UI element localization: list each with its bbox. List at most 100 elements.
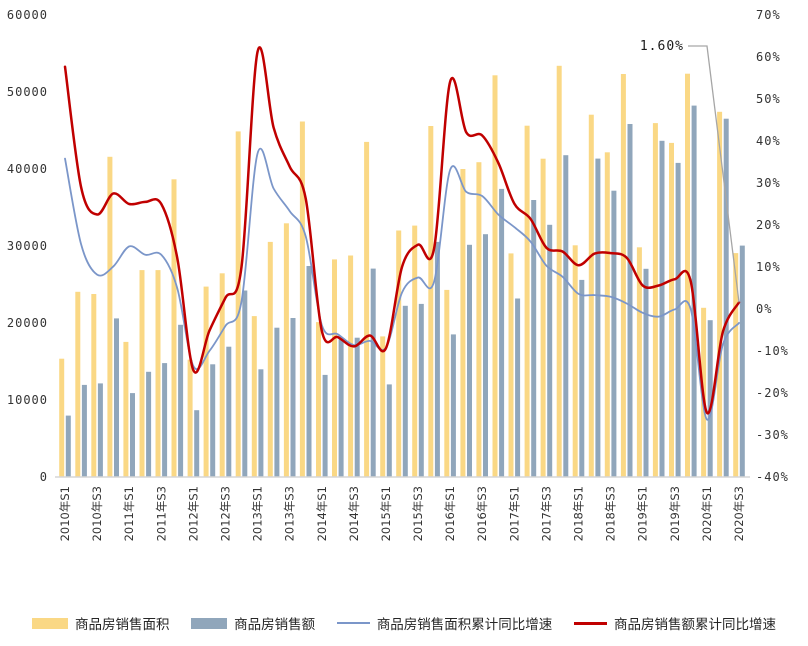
bar bbox=[210, 364, 216, 477]
svg-text:-20%: -20% bbox=[756, 386, 789, 400]
bar bbox=[396, 230, 402, 477]
svg-text:-40%: -40% bbox=[756, 470, 789, 484]
bar bbox=[65, 415, 71, 477]
bar bbox=[380, 336, 386, 477]
chart-canvas: 60000 50000 40000 30000 20000 10000 0 70% 60% 50%… bbox=[7, 8, 789, 541]
bar bbox=[283, 223, 289, 477]
bar bbox=[717, 111, 723, 478]
svg-text:2019年S3: 2019年S3 bbox=[668, 486, 682, 541]
svg-text:2014年S1: 2014年S1 bbox=[315, 486, 329, 541]
bar bbox=[627, 124, 633, 477]
bar bbox=[178, 324, 184, 477]
bar bbox=[299, 121, 305, 477]
bar bbox=[595, 158, 601, 477]
bar bbox=[258, 369, 264, 477]
bar bbox=[107, 156, 113, 478]
svg-text:2013年S1: 2013年S1 bbox=[251, 486, 265, 541]
svg-text:2010年S1: 2010年S1 bbox=[58, 486, 72, 541]
svg-text:2011年S1: 2011年S1 bbox=[122, 486, 136, 541]
bar bbox=[531, 200, 537, 477]
bar bbox=[130, 393, 135, 477]
bar bbox=[114, 318, 119, 477]
bar bbox=[691, 105, 697, 477]
bar bbox=[652, 123, 658, 477]
bars-sales-area bbox=[59, 65, 739, 478]
bar bbox=[187, 359, 193, 477]
legend-item-amount-growth: 商品房销售额累计同比增速 bbox=[573, 613, 776, 633]
svg-text:2012年S1: 2012年S1 bbox=[186, 486, 200, 541]
bar bbox=[499, 188, 505, 477]
bar bbox=[508, 253, 514, 477]
bar bbox=[450, 334, 456, 477]
bar bbox=[611, 190, 617, 477]
bar bbox=[81, 384, 87, 477]
svg-text:20%: 20% bbox=[756, 218, 781, 232]
legend-label-amount-growth: 商品房销售额累计同比增速 bbox=[613, 617, 776, 633]
svg-text:2013年S3: 2013年S3 bbox=[283, 486, 297, 541]
svg-text:2012年S3: 2012年S3 bbox=[219, 486, 233, 541]
svg-text:2017年S3: 2017年S3 bbox=[539, 486, 553, 541]
line-sales-area-growth bbox=[64, 148, 740, 421]
svg-text:40%: 40% bbox=[756, 134, 781, 148]
bar bbox=[707, 320, 713, 477]
bar bbox=[444, 289, 450, 477]
svg-text:2018年S3: 2018年S3 bbox=[604, 486, 618, 541]
svg-text:0%: 0% bbox=[756, 302, 772, 316]
bar bbox=[685, 73, 690, 477]
x-axis-labels: 2010年S1 2010年S3 2011年S1 2011年S3 2012年S1 2012年… bbox=[58, 486, 746, 541]
bar bbox=[226, 346, 232, 477]
bar bbox=[579, 279, 585, 477]
sales-amount-swatch bbox=[191, 617, 228, 629]
bar bbox=[306, 266, 312, 477]
bar bbox=[322, 374, 328, 477]
svg-text:2020年S3: 2020年S3 bbox=[732, 486, 746, 541]
svg-text:20000: 20000 bbox=[7, 316, 48, 330]
bar bbox=[620, 74, 626, 477]
bar bbox=[556, 65, 562, 478]
legend-label-area-growth: 商品房销售面积累计同比增速 bbox=[376, 617, 553, 633]
legend-label-sales-amount: 商品房销售额 bbox=[234, 617, 316, 633]
bar bbox=[636, 247, 642, 477]
svg-text:0: 0 bbox=[40, 470, 48, 484]
bar bbox=[146, 371, 152, 477]
bar bbox=[290, 318, 296, 477]
bar bbox=[675, 162, 681, 477]
bar bbox=[139, 270, 145, 477]
bar bbox=[242, 290, 248, 477]
annotation-leader-line bbox=[688, 45, 740, 303]
legend: 商品房销售面积 商品房销售额 商品房销售面积累计同比增速 商品房销售额累计同比增… bbox=[0, 608, 808, 638]
bar bbox=[274, 327, 280, 477]
bar bbox=[155, 270, 161, 477]
bar bbox=[524, 125, 530, 477]
bar bbox=[418, 303, 424, 477]
bar bbox=[332, 259, 337, 477]
svg-text:30%: 30% bbox=[756, 176, 781, 190]
amount-growth-line-swatch bbox=[573, 621, 607, 625]
bar bbox=[162, 363, 168, 477]
bar bbox=[492, 75, 498, 478]
svg-text:2015年S1: 2015年S1 bbox=[379, 486, 393, 541]
bar bbox=[75, 291, 81, 477]
bars-sales-amount bbox=[65, 105, 745, 478]
svg-text:2016年S1: 2016年S1 bbox=[443, 486, 457, 541]
bar bbox=[483, 234, 488, 477]
svg-text:50%: 50% bbox=[756, 92, 781, 106]
legend-item-area-growth: 商品房销售面积累计同比增速 bbox=[336, 613, 553, 633]
bar bbox=[604, 152, 610, 478]
bar bbox=[97, 383, 103, 477]
bar bbox=[171, 179, 177, 478]
bar bbox=[203, 286, 209, 477]
sales-area-swatch bbox=[32, 617, 68, 629]
y-axis-left-labels: 60000 50000 40000 30000 20000 10000 0 bbox=[7, 8, 48, 484]
bar bbox=[515, 298, 521, 477]
legend-item-sales-amount: 商品房销售额 bbox=[191, 613, 315, 633]
bar bbox=[370, 268, 376, 477]
bar bbox=[547, 224, 553, 477]
svg-text:40000: 40000 bbox=[7, 162, 48, 176]
bar bbox=[412, 225, 418, 477]
svg-text:2015年S3: 2015年S3 bbox=[411, 486, 425, 541]
legend-label-sales-area: 商品房销售面积 bbox=[75, 617, 170, 633]
annotation-callout: 1.60% bbox=[640, 39, 740, 303]
bar bbox=[251, 316, 257, 477]
bar bbox=[572, 245, 578, 477]
